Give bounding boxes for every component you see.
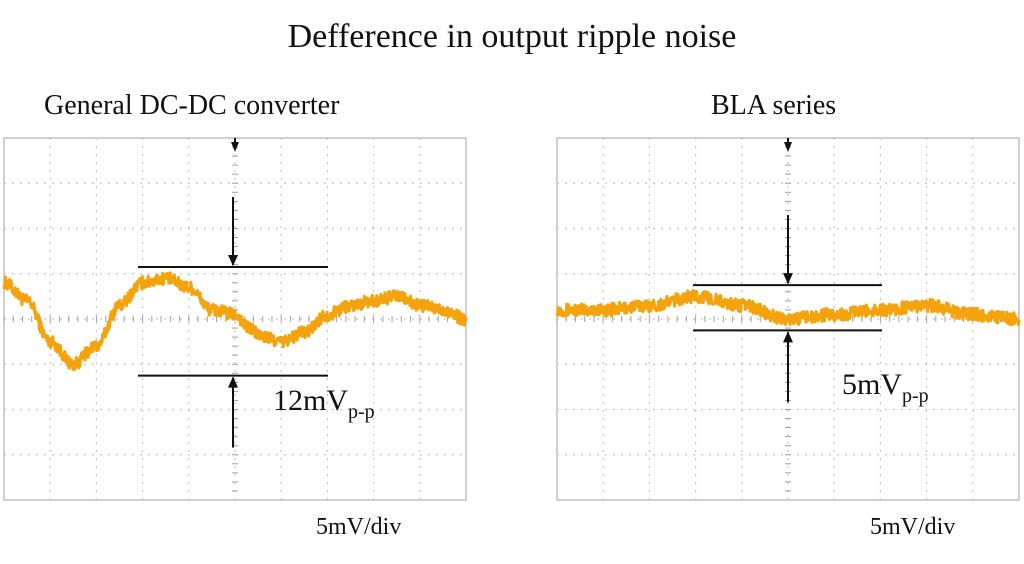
- left-amplitude-subscript: p-p: [348, 401, 375, 423]
- ripple-waveform: [555, 289, 1021, 327]
- right-amplitude-subscript: p-p: [902, 385, 929, 407]
- right-scale-label: 5mV/div: [870, 514, 956, 540]
- chart-title: Defference in output ripple noise: [287, 18, 737, 55]
- left-amplitude-label: 12mVp-p: [273, 384, 375, 424]
- ripple-waveform: [2, 271, 468, 372]
- left-amplitude-value: 12mV: [273, 384, 348, 417]
- right-panel-title: BLA series: [711, 90, 837, 121]
- upper-arrow-head-icon: [228, 254, 238, 266]
- right-amplitude-label: 5mVp-p: [842, 368, 929, 408]
- left-scope-panel: [2, 137, 468, 501]
- lower-arrow-head-icon: [783, 331, 793, 343]
- lower-arrow-head-icon: [228, 376, 238, 388]
- trigger-marker-icon: [231, 142, 239, 152]
- right-amplitude-value: 5mV: [842, 368, 902, 401]
- trigger-marker-icon: [784, 142, 792, 152]
- left-scale-label: 5mV/div: [316, 514, 402, 540]
- right-scope-panel: [555, 137, 1021, 501]
- upper-arrow-head-icon: [783, 273, 793, 285]
- left-panel-title: General DC-DC converter: [44, 90, 340, 121]
